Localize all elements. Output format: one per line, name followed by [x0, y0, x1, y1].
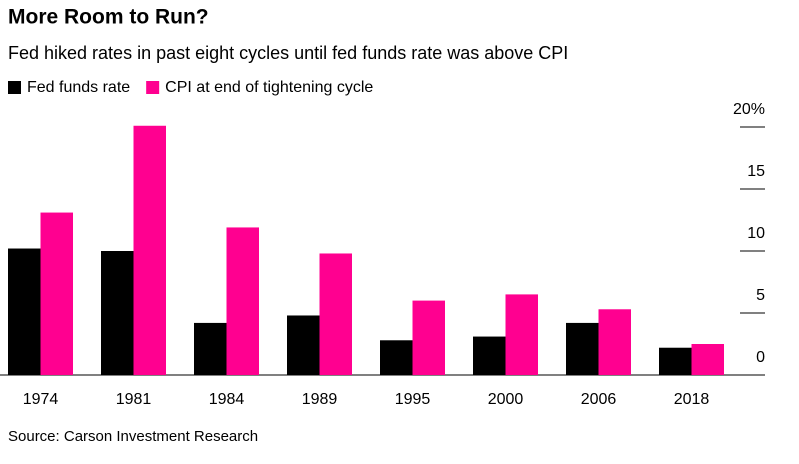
source: Source: Carson Investment Research	[8, 428, 258, 445]
bar	[133, 125, 166, 375]
bar	[226, 227, 259, 375]
legend-swatch	[8, 81, 21, 94]
y-tick-label: 20%	[733, 101, 765, 118]
bar	[412, 300, 445, 375]
y-tick-label: 0	[756, 349, 765, 366]
y-tick-label: 10	[747, 225, 765, 242]
bar	[40, 212, 73, 375]
x-tick-label: 1974	[23, 391, 59, 408]
bar	[8, 248, 41, 375]
bar	[101, 251, 134, 375]
x-tick-label: 2006	[581, 391, 617, 408]
legend-label: Fed funds rate	[27, 79, 130, 96]
legend-swatch	[146, 81, 160, 94]
x-tick-label: 1981	[116, 391, 152, 408]
bar	[691, 344, 724, 375]
bar	[598, 309, 631, 375]
bar	[380, 340, 413, 375]
chart-subtitle: Fed hiked rates in past eight cycles unt…	[8, 43, 568, 63]
x-tick-label: 1995	[395, 391, 431, 408]
bar	[473, 336, 506, 375]
bar	[319, 253, 352, 375]
y-tick-label: 5	[756, 287, 765, 304]
x-tick-label: 1989	[302, 391, 338, 408]
bar	[659, 347, 692, 375]
bar	[505, 294, 538, 375]
bar	[566, 322, 599, 375]
bar	[194, 322, 227, 375]
bar	[287, 315, 320, 375]
chart-title: More Room to Run?	[8, 6, 209, 29]
y-tick-label: 15	[747, 163, 765, 180]
legend-label: CPI at end of tightening cycle	[165, 79, 373, 96]
x-tick-label: 2000	[488, 391, 524, 408]
x-tick-label: 1984	[209, 391, 245, 408]
x-tick-label: 2018	[674, 391, 710, 408]
